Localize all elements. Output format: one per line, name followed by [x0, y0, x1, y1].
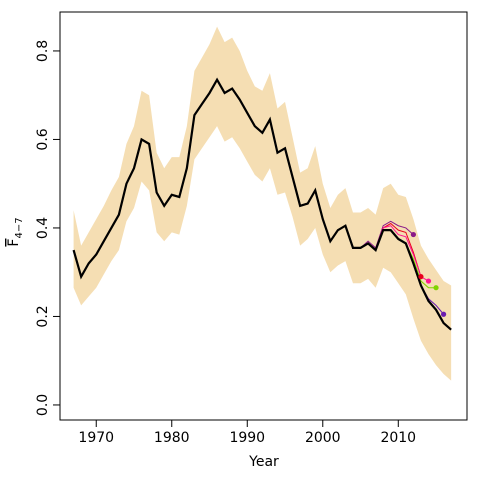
retro-endpoint [418, 274, 424, 280]
x-tick-label: 2010 [380, 430, 416, 446]
confidence-band [73, 26, 452, 381]
y-tick-label: 0.0 [35, 394, 51, 416]
series-line [72, 77, 452, 331]
y-tick-label: 0.8 [35, 40, 51, 62]
retro-endpoint [425, 278, 432, 284]
y-tick-label: 0.6 [35, 128, 51, 150]
y-tick-label: 0.4 [35, 217, 51, 239]
retro-endpoint [433, 285, 439, 291]
x-axis-label: Year [248, 454, 279, 470]
retro-endpoint [440, 311, 447, 317]
y-axis-label-sub: 4−7 [14, 217, 25, 238]
series-line [375, 225, 429, 282]
y-axis-label: F4−7 [6, 217, 25, 246]
x-tick-label: 1970 [78, 430, 114, 446]
plot-frame [59, 11, 468, 421]
y-axis-label-group: F4−7 [6, 217, 25, 246]
x-tick-label: 2000 [305, 430, 341, 446]
x-tick-label: 1990 [229, 430, 265, 446]
retro-endpoint [410, 231, 416, 238]
y-tick-label: 0.2 [35, 305, 51, 327]
x-tick-label: 1980 [154, 430, 190, 446]
y-axis-label-main: F [6, 239, 22, 247]
